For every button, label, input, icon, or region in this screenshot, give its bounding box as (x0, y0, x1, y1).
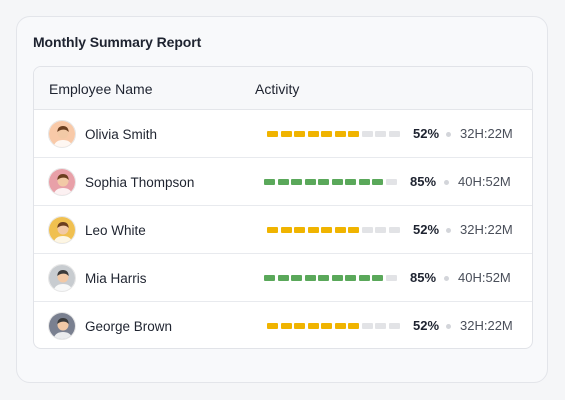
progress-segment (294, 323, 305, 329)
man-avatar-icon (49, 313, 75, 339)
time-tracked: 40H:52M (458, 270, 511, 285)
activity-percent: 85% (410, 174, 437, 189)
progress-segment (291, 179, 302, 185)
progress-segment (334, 227, 346, 233)
progress-segment (348, 131, 359, 137)
progress-segment (388, 323, 400, 329)
table-header: Employee Name Activity (34, 67, 532, 110)
progress-segment (361, 131, 373, 137)
progress-segment (304, 179, 316, 185)
progress-segment (345, 179, 356, 185)
table-row[interactable]: Mia Harris 85% 40H:52M (34, 254, 532, 302)
activity-percent: 52% (413, 222, 440, 237)
progress-segment (264, 275, 275, 281)
progress-segment (331, 179, 343, 185)
employee-name: Mia Harris (85, 271, 147, 286)
progress-segment (294, 131, 305, 137)
progress-segment (321, 323, 332, 329)
activity-progress-bar (264, 275, 397, 281)
employee-name: Leo White (85, 223, 146, 238)
progress-segment (321, 227, 332, 233)
progress-segment (277, 179, 289, 185)
separator-dot-icon (444, 180, 449, 185)
employee-name: Sophia Thompson (85, 175, 195, 190)
progress-segment (294, 227, 305, 233)
separator-dot-icon (446, 324, 451, 329)
progress-segment (361, 227, 373, 233)
separator-dot-icon (446, 132, 451, 137)
report-panel: Monthly Summary Report Employee Name Act… (16, 16, 548, 383)
man-avatar-icon (49, 265, 75, 291)
progress-segment (375, 323, 386, 329)
progress-segment (372, 275, 383, 281)
time-tracked: 32H:22M (460, 318, 513, 333)
progress-segment (280, 323, 292, 329)
column-header-employee-name: Employee Name (49, 81, 153, 97)
progress-segment (318, 275, 329, 281)
table-row[interactable]: George Brown 52% 32H:22M (34, 302, 532, 348)
activity-progress-bar (267, 323, 400, 329)
activity-progress-bar (267, 131, 400, 137)
column-header-activity: Activity (255, 81, 300, 97)
avatar (48, 120, 76, 148)
progress-segment (264, 179, 275, 185)
activity-progress-bar (264, 179, 397, 185)
employee-name: Olivia Smith (85, 127, 158, 142)
progress-segment (307, 131, 319, 137)
progress-segment (304, 275, 316, 281)
woman-avatar-icon (49, 217, 75, 243)
report-title: Monthly Summary Report (33, 34, 202, 50)
avatar (48, 312, 76, 340)
separator-dot-icon (444, 276, 449, 281)
progress-segment (267, 131, 278, 137)
table-body: Olivia Smith 52% 32H:22M Sophia Thompson 85%… (34, 110, 532, 348)
progress-segment (334, 131, 346, 137)
progress-segment (334, 323, 346, 329)
progress-segment (321, 131, 332, 137)
woman-avatar-icon (49, 121, 75, 147)
progress-segment (358, 179, 370, 185)
progress-segment (385, 179, 397, 185)
progress-segment (372, 179, 383, 185)
progress-segment (388, 227, 400, 233)
progress-segment (277, 275, 289, 281)
progress-segment (358, 275, 370, 281)
progress-segment (375, 227, 386, 233)
progress-segment (267, 323, 278, 329)
avatar (48, 168, 76, 196)
activity-percent: 85% (410, 270, 437, 285)
progress-segment (348, 227, 359, 233)
progress-segment (280, 131, 292, 137)
progress-segment (307, 323, 319, 329)
progress-segment (331, 275, 343, 281)
employee-table: Employee Name Activity Olivia Smith 52% 32… (33, 66, 533, 349)
activity-progress-bar (267, 227, 400, 233)
activity-percent: 52% (413, 318, 440, 333)
progress-segment (348, 323, 359, 329)
avatar (48, 264, 76, 292)
progress-segment (388, 131, 400, 137)
progress-segment (291, 275, 302, 281)
table-row[interactable]: Olivia Smith 52% 32H:22M (34, 110, 532, 158)
woman-avatar-icon (49, 169, 75, 195)
employee-name: George Brown (85, 319, 173, 334)
time-tracked: 32H:22M (460, 126, 513, 141)
table-row[interactable]: Leo White 52% 32H:22M (34, 206, 532, 254)
activity-percent: 52% (413, 126, 440, 141)
progress-segment (385, 275, 397, 281)
progress-segment (280, 227, 292, 233)
progress-segment (267, 227, 278, 233)
avatar (48, 216, 76, 244)
table-row[interactable]: Sophia Thompson 85% 40H:52M (34, 158, 532, 206)
separator-dot-icon (446, 228, 451, 233)
progress-segment (361, 323, 373, 329)
progress-segment (345, 275, 356, 281)
progress-segment (307, 227, 319, 233)
time-tracked: 32H:22M (460, 222, 513, 237)
time-tracked: 40H:52M (458, 174, 511, 189)
progress-segment (375, 131, 386, 137)
progress-segment (318, 179, 329, 185)
